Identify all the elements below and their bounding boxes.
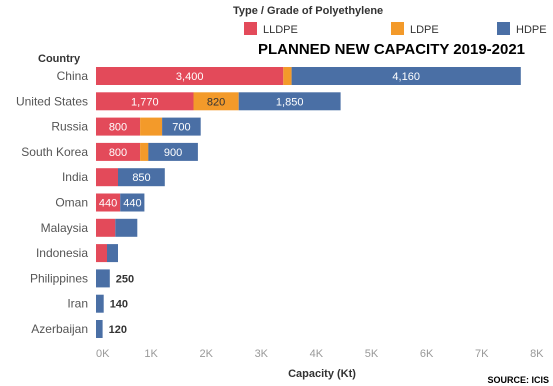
category-label-philippines: Philippines <box>30 271 88 285</box>
bar-label-hdpe-iran: 140 <box>110 299 128 311</box>
category-label-united-states: United States <box>16 94 88 108</box>
x-tick-label-3k: 3K <box>255 348 269 360</box>
bar-lldpe-united-states <box>96 92 194 111</box>
bar-hdpe-philippines <box>96 269 110 288</box>
bar-lldpe-indonesia <box>96 244 107 263</box>
x-tick-label-4k: 4K <box>310 348 324 360</box>
category-label-china: China <box>57 69 89 83</box>
bar-hdpe-iran <box>96 294 104 313</box>
bar-hdpe-malaysia <box>115 218 138 237</box>
bar-label-lldpe-oman: 440 <box>99 198 117 210</box>
bar-label-lldpe-china: 3,400 <box>176 71 204 83</box>
plot-area: China 3,400 4,160 United States 1,770 820 1,85… <box>16 67 521 338</box>
category-label-south-korea: South Korea <box>21 145 88 159</box>
category-label-indonesia: Indonesia <box>36 246 88 260</box>
bar-ldpe-russia <box>140 117 163 136</box>
bar-hdpe-china <box>291 67 521 85</box>
category-label-oman: Oman <box>55 196 88 210</box>
bar-label-hdpe-oman: 440 <box>123 198 141 210</box>
x-tick-label-8k: 8K <box>530 348 544 360</box>
x-tick-label-1k: 1K <box>144 348 158 360</box>
legend-swatch-lldpe <box>244 22 257 35</box>
bar-hdpe-oman <box>120 193 145 212</box>
bar-lldpe-india <box>96 168 118 187</box>
x-tick-label-0k: 0K <box>96 348 110 360</box>
x-tick-label-5k: 5K <box>365 348 379 360</box>
bar-ldpe-united-states <box>193 92 239 111</box>
x-tick-label-7k: 7K <box>475 348 489 360</box>
chart-title: PLANNED NEW CAPACITY 2019-2021 <box>258 41 525 58</box>
legend-label-lldpe: LLDPE <box>263 24 298 36</box>
category-axis-title: Country <box>38 53 81 65</box>
bar-label-lldpe-russia: 800 <box>109 122 127 134</box>
bar-hdpe-indonesia <box>107 244 118 263</box>
legend-swatch-ldpe <box>391 22 404 35</box>
bar-label-lldpe-south-korea: 800 <box>109 147 127 159</box>
x-axis: 0K 1K 2K 3K 4K 5K 6K 7K 8K <box>96 348 544 360</box>
bar-lldpe-china <box>96 67 284 85</box>
bar-label-ldpe-united-states: 820 <box>207 96 225 108</box>
legend: Type / Grade of Polyethylene LLDPE LDPE HD… <box>233 5 547 36</box>
legend-label-ldpe: LDPE <box>410 24 439 36</box>
x-tick-label-2k: 2K <box>199 348 213 360</box>
category-label-azerbaijan: Azerbaijan <box>31 322 88 336</box>
bar-lldpe-oman <box>96 193 121 212</box>
legend-swatch-hdpe <box>497 22 510 35</box>
bar-label-hdpe-south-korea: 900 <box>164 147 182 159</box>
x-tick-label-6k: 6K <box>420 348 434 360</box>
bar-ldpe-south-korea <box>140 142 149 161</box>
bar-ldpe-china <box>283 67 292 85</box>
source-note: SOURCE: ICIS <box>487 375 549 385</box>
bar-hdpe-azerbaijan <box>96 320 103 338</box>
bar-hdpe-united-states <box>238 92 341 111</box>
bar-lldpe-malaysia <box>96 218 116 237</box>
bar-lldpe-south-korea <box>96 142 141 161</box>
bar-label-hdpe-china: 4,160 <box>392 71 420 83</box>
bar-label-hdpe-azerbaijan: 120 <box>109 324 127 336</box>
bar-hdpe-india <box>118 168 165 187</box>
bar-lldpe-russia <box>96 117 141 136</box>
bar-hdpe-russia <box>162 117 201 136</box>
legend-title: Type / Grade of Polyethylene <box>233 5 383 17</box>
bar-label-hdpe-russia: 700 <box>172 122 190 134</box>
bar-label-hdpe-philippines: 250 <box>116 273 134 285</box>
bar-label-hdpe-united-states: 1,850 <box>276 96 304 108</box>
bar-label-lldpe-united-states: 1,770 <box>131 96 159 108</box>
legend-label-hdpe: HDPE <box>516 24 547 36</box>
category-label-india: India <box>62 170 88 184</box>
category-label-malaysia: Malaysia <box>41 221 89 235</box>
category-label-russia: Russia <box>51 120 88 134</box>
x-axis-title: Capacity (Kt) <box>288 368 356 380</box>
category-label-iran: Iran <box>67 297 88 311</box>
bar-label-hdpe-india: 850 <box>132 172 150 184</box>
bar-hdpe-south-korea <box>148 142 198 161</box>
